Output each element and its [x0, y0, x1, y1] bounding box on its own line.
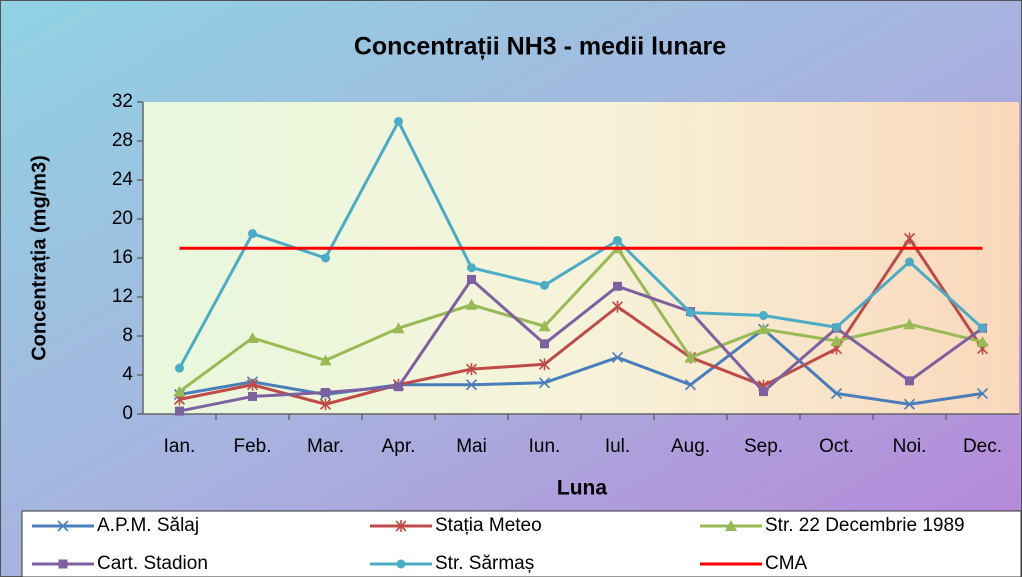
marker	[538, 358, 551, 371]
x-axis-title: Luna	[557, 477, 607, 500]
y-tick-label: 28	[112, 130, 133, 151]
marker	[830, 387, 843, 400]
legend-label: Stația Meteo	[435, 515, 542, 536]
y-axis-title: Concentrația (mg/m3)	[28, 155, 50, 361]
chart-title: Concentrații NH3 - medii lunare	[354, 33, 726, 61]
series-line	[179, 237, 984, 406]
marker	[759, 387, 768, 397]
x-tick-label: Dec.	[963, 436, 1002, 457]
x-tick-label: Iun.	[529, 436, 561, 457]
marker	[465, 298, 478, 310]
marker	[246, 331, 259, 343]
legend	[21, 510, 1022, 577]
marker	[395, 520, 407, 532]
marker	[465, 363, 478, 376]
marker	[976, 387, 989, 400]
marker	[538, 377, 551, 389]
legend-label: Str. 22 Decembrie 1989	[765, 515, 965, 536]
legend-label: Cart. Stadion	[97, 553, 208, 574]
plot-area	[143, 102, 1019, 414]
marker	[321, 388, 330, 398]
x-tick-label: Apr.	[382, 436, 416, 457]
marker	[319, 398, 332, 411]
marker	[321, 253, 330, 263]
marker	[175, 406, 184, 416]
marker	[467, 274, 476, 284]
marker	[976, 335, 989, 347]
marker	[465, 379, 478, 391]
marker	[611, 300, 624, 313]
marker	[58, 559, 68, 569]
marker	[246, 378, 259, 391]
y-tick-label: 24	[112, 169, 134, 190]
x-tick-label: Mai	[456, 436, 487, 457]
marker	[394, 382, 403, 392]
marker	[392, 322, 405, 334]
x-tick-label: Oct.	[819, 436, 854, 457]
marker	[686, 308, 695, 318]
y-tick-label: 32	[112, 91, 133, 112]
marker	[173, 385, 186, 397]
x-tick-label: Ian.	[164, 436, 196, 457]
x-tick-label: Sep.	[744, 436, 783, 457]
marker	[903, 398, 916, 410]
x-tick-label: Iul.	[605, 436, 630, 457]
y-tick-label: 20	[112, 208, 133, 229]
marker	[319, 354, 332, 366]
marker	[538, 320, 551, 332]
y-tick-label: 0	[122, 403, 133, 424]
marker	[978, 323, 987, 333]
x-tick-label: Aug.	[671, 436, 710, 457]
x-tick-label: Feb.	[233, 436, 271, 457]
series-line	[179, 277, 984, 413]
marker	[905, 376, 914, 386]
marker	[394, 117, 403, 126]
marker	[903, 232, 916, 245]
marker	[613, 281, 622, 291]
marker	[903, 318, 916, 330]
marker	[396, 559, 406, 569]
legend-label: A.P.M. Sălaj	[97, 515, 199, 536]
y-tick-label: 12	[112, 286, 133, 307]
marker	[540, 339, 549, 349]
marker	[540, 280, 549, 290]
x-tick-label: Noi.	[893, 436, 927, 457]
marker	[832, 322, 841, 332]
marker	[905, 257, 914, 267]
y-tick-label: 16	[112, 247, 133, 268]
marker	[613, 235, 622, 245]
marker	[759, 311, 768, 321]
marker	[684, 379, 697, 391]
marker	[467, 263, 476, 273]
marker	[57, 520, 69, 532]
y-tick-label: 4	[122, 364, 133, 385]
marker	[830, 334, 843, 346]
marker	[248, 391, 257, 401]
legend-label: CMA	[765, 553, 808, 574]
series-line	[178, 120, 984, 369]
legend-label: Str. Sărmaș	[435, 553, 534, 574]
marker	[725, 520, 737, 531]
marker	[248, 229, 257, 239]
x-tick-label: Mar.	[307, 436, 344, 457]
marker	[175, 363, 184, 373]
marker	[611, 351, 624, 364]
marker	[684, 351, 697, 363]
y-tick-label: 8	[122, 325, 133, 346]
marker	[757, 323, 770, 335]
